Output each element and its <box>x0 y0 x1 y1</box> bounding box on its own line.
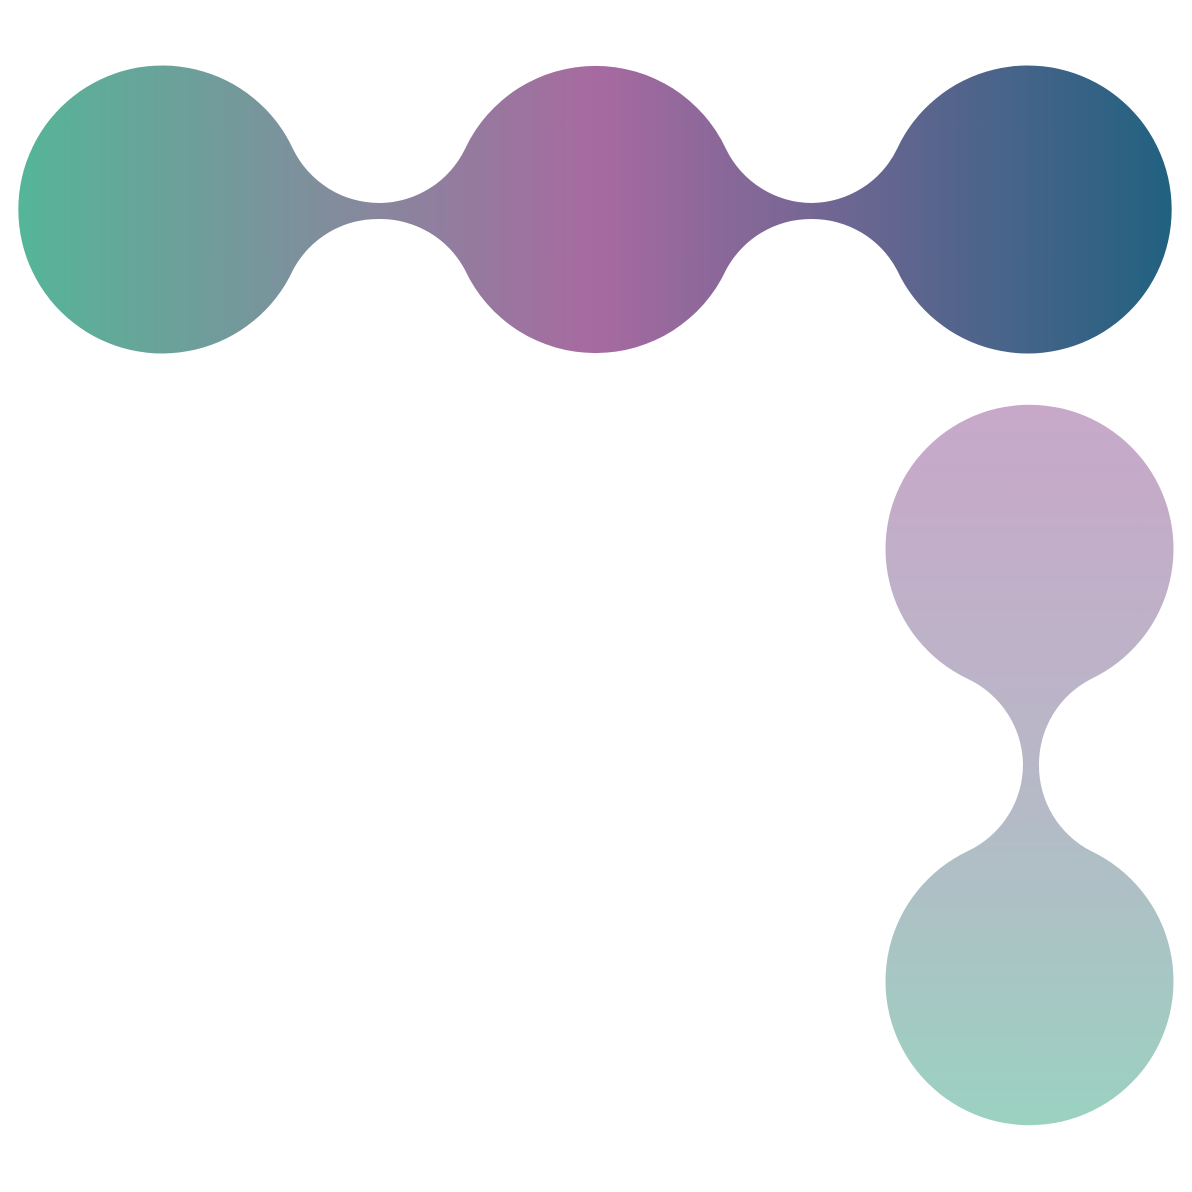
vertical-bead-chain <box>885 404 1174 1126</box>
horizontal-bead-chain <box>18 65 1172 354</box>
